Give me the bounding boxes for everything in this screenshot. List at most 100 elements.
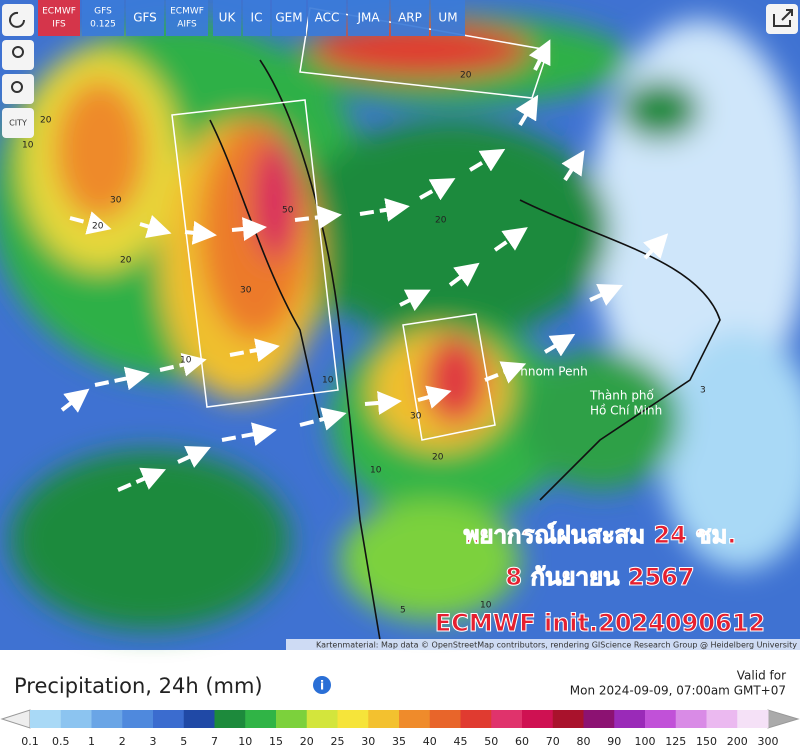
legend-swatch xyxy=(460,710,492,728)
legend-arrow-right xyxy=(767,709,800,729)
legend-swatch xyxy=(583,710,615,728)
legend-swatch xyxy=(368,710,400,728)
model-label: ACC xyxy=(315,11,340,25)
legend-tick-label: 10 xyxy=(238,735,252,748)
legend-tick-label: 0.1 xyxy=(21,735,39,748)
overlay-title: พยากรณ์ฝนสะสม 24 ชม. xyxy=(464,521,737,549)
city-label: CITY xyxy=(9,119,27,128)
info-button[interactable] xyxy=(313,676,331,694)
model-label: IC xyxy=(251,11,263,25)
model-label: IFS xyxy=(52,20,66,30)
legend-swatch xyxy=(737,710,769,728)
legend-swatch xyxy=(306,710,338,728)
model-button[interactable] xyxy=(213,0,241,36)
legend-swatch xyxy=(245,710,277,728)
model-label: 0.125 xyxy=(90,20,116,30)
legend-swatch xyxy=(614,710,646,728)
legend-tick-label: 1 xyxy=(88,735,95,748)
contour-label: 10 xyxy=(322,376,334,386)
model-button[interactable] xyxy=(166,0,208,36)
legend-tick-label: 3 xyxy=(150,735,157,748)
model-button[interactable] xyxy=(431,0,465,36)
legend-tick-label: 150 xyxy=(696,735,717,748)
place-label: Thành phố xyxy=(589,389,655,403)
legend-tick-label: 100 xyxy=(635,735,656,748)
zoom-icon xyxy=(11,81,23,93)
legend-swatch xyxy=(552,710,584,728)
contour-label: 20 xyxy=(120,256,132,266)
legend-tick-label: 30 xyxy=(361,735,375,748)
model-button[interactable] xyxy=(391,0,429,36)
legend-swatch xyxy=(153,710,185,728)
share-icon xyxy=(773,9,793,27)
model-button[interactable] xyxy=(348,0,389,36)
legend-tick-label: 7 xyxy=(211,735,218,748)
contour-label: 20 xyxy=(435,216,447,226)
model-label: ECMWF xyxy=(170,7,204,17)
legend-tick-label: 20 xyxy=(300,735,314,748)
contour-label: 50 xyxy=(282,206,294,216)
legend-tick-label: 5 xyxy=(180,735,187,748)
legend-swatch xyxy=(91,710,123,728)
legend-tick-label: 35 xyxy=(392,735,406,748)
legend-tick-label: 40 xyxy=(423,735,437,748)
model-button[interactable] xyxy=(38,0,80,36)
model-button[interactable] xyxy=(272,0,306,36)
legend-swatch xyxy=(30,710,62,728)
refresh-icon xyxy=(9,11,25,28)
location-button[interactable] xyxy=(2,40,34,70)
valid-time: Mon 2024-09-09, 07:00am GMT+07 xyxy=(570,684,786,698)
city-button[interactable] xyxy=(2,108,34,138)
place-label: Phnom Penh xyxy=(513,365,588,379)
legend-swatch xyxy=(122,710,154,728)
legend-tick-label: 300 xyxy=(758,735,779,748)
contour-label: 5 xyxy=(400,606,406,616)
legend-tick-label: 90 xyxy=(607,735,621,748)
legend-swatch xyxy=(337,710,369,728)
contour-label: 10 xyxy=(22,141,34,151)
legend-swatch xyxy=(183,710,215,728)
legend-swatch xyxy=(645,710,677,728)
legend-tick-label: 0.5 xyxy=(52,735,70,748)
legend-tick-label: 80 xyxy=(577,735,591,748)
side-buttons: CITY xyxy=(2,4,798,138)
model-button[interactable] xyxy=(243,0,270,36)
model-label: UK xyxy=(219,11,237,25)
overlay-model: ECMWF init.2024090612 xyxy=(435,609,765,637)
legend-swatch xyxy=(706,710,738,728)
legend-swatch xyxy=(214,710,246,728)
valid-label: Valid for xyxy=(737,669,786,683)
attribution-bg xyxy=(286,639,800,650)
refresh-button[interactable] xyxy=(2,4,34,36)
map-labels: Phnom Penh Thành phố Hồ Chí Minh 20 30 10 2… xyxy=(22,71,800,650)
model-label: JMA xyxy=(356,11,380,25)
legend-tick-label: 70 xyxy=(546,735,560,748)
legend-tick-label: 200 xyxy=(727,735,748,748)
model-button[interactable] xyxy=(126,0,164,36)
pin-icon xyxy=(12,46,24,58)
legend-swatch xyxy=(675,710,707,728)
model-label: UM xyxy=(438,11,457,25)
legend-tick-label: 2 xyxy=(119,735,126,748)
contour-label: 20 xyxy=(40,116,52,126)
model-button[interactable] xyxy=(308,0,346,36)
contour-label: 10 xyxy=(180,356,192,366)
model-toolbar: ECMWF IFS GFS 0.125 GFS ECMWF AIFS UK IC GEM ACC JM… xyxy=(38,0,465,36)
model-label: GFS xyxy=(94,7,112,17)
legend-tick-label: 25 xyxy=(331,735,345,748)
legend-title: Precipitation, 24h (mm) xyxy=(14,674,263,698)
legend-swatch xyxy=(522,710,554,728)
info-icon: i xyxy=(320,679,324,693)
zoom-button[interactable] xyxy=(2,74,34,104)
legend-swatch xyxy=(491,710,523,728)
contour-label: 10 xyxy=(370,466,382,476)
attribution: Kartenmaterial: Map data © OpenStreetMap… xyxy=(316,641,797,650)
legend-swatch xyxy=(429,710,461,728)
contour-label: 30 xyxy=(110,196,122,206)
model-button[interactable] xyxy=(82,0,124,36)
model-label: ECMWF xyxy=(42,7,76,17)
contour-label: 20 xyxy=(92,222,104,232)
model-label: AIFS xyxy=(177,20,197,30)
